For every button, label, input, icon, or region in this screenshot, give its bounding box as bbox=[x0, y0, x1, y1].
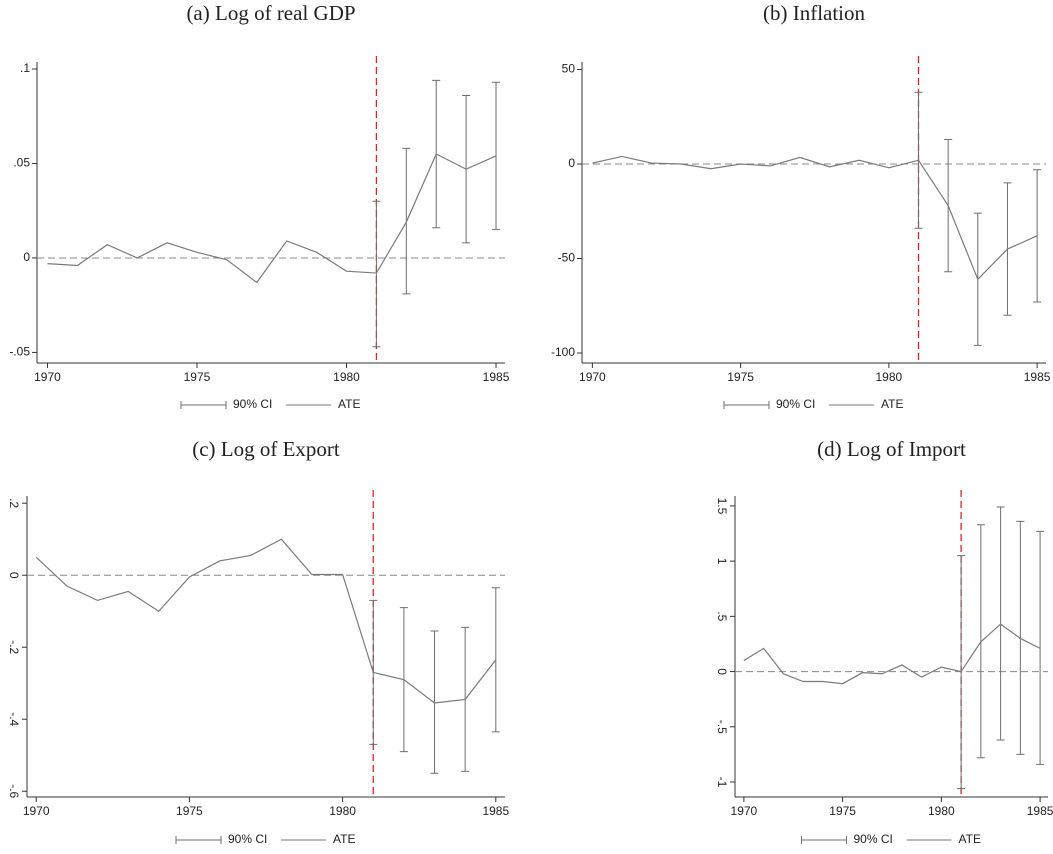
legend-symbol bbox=[723, 401, 770, 409]
x-tick-label: 1975 bbox=[176, 804, 203, 818]
panel-title: (b) Inflation bbox=[763, 1, 866, 25]
y-tick-label: -.2 bbox=[7, 640, 21, 654]
legend-label: 90% CI bbox=[854, 832, 893, 846]
y-tick-label: 0 bbox=[7, 572, 21, 579]
y-tick-label: .1 bbox=[20, 61, 30, 75]
x-tick-label: 1980 bbox=[928, 804, 955, 818]
ate-line bbox=[743, 623, 1041, 685]
panel-title: (d) Log of Import bbox=[817, 437, 966, 461]
y-tick-label: -.5 bbox=[715, 720, 729, 734]
error-bar bbox=[1033, 169, 1042, 303]
y-tick-label: .05 bbox=[13, 156, 30, 170]
y-tick-label: 0 bbox=[23, 250, 30, 264]
x-tick-label: 1975 bbox=[727, 370, 754, 384]
legend-label: ATE bbox=[881, 397, 903, 411]
x-tick-label: 1985 bbox=[1027, 804, 1053, 818]
legend-label: ATE bbox=[333, 832, 355, 846]
x-tick-label: 1985 bbox=[483, 370, 510, 384]
legend-symbol bbox=[175, 836, 222, 844]
legend-label: 90% CI bbox=[776, 397, 815, 411]
y-tick-label: 1 bbox=[715, 558, 729, 565]
legend-label: ATE bbox=[959, 832, 981, 846]
x-tick-label: 1985 bbox=[1024, 370, 1051, 384]
error-bar bbox=[372, 200, 381, 348]
legend-label: ATE bbox=[338, 397, 360, 411]
error-bar bbox=[492, 81, 501, 231]
x-tick-label: 1980 bbox=[329, 804, 356, 818]
x-tick-label: 1980 bbox=[333, 370, 360, 384]
error-bar bbox=[491, 587, 500, 733]
y-tick-label: 50 bbox=[562, 62, 576, 76]
ate-line bbox=[47, 153, 497, 284]
x-tick-label: 1980 bbox=[876, 370, 903, 384]
x-tick-label: 1985 bbox=[482, 804, 509, 818]
y-tick-label: .2 bbox=[7, 498, 21, 508]
ate-line bbox=[35, 538, 497, 704]
y-tick-label: 0 bbox=[715, 668, 729, 675]
x-tick-label: 1970 bbox=[731, 804, 758, 818]
panel-title: (c) Log of Export bbox=[192, 437, 340, 461]
legend-symbol bbox=[180, 401, 227, 409]
y-tick-label: 1.5 bbox=[715, 498, 729, 515]
legend-symbol bbox=[801, 836, 847, 844]
legend-label: 90% CI bbox=[233, 397, 272, 411]
panel-title: (a) Log of real GDP bbox=[186, 1, 355, 25]
x-tick-label: 1970 bbox=[579, 370, 606, 384]
x-tick-label: 1970 bbox=[23, 804, 50, 818]
legend-label: 90% CI bbox=[228, 832, 267, 846]
x-tick-label: 1970 bbox=[34, 370, 61, 384]
error-bar bbox=[430, 630, 439, 774]
y-tick-label: -.6 bbox=[7, 784, 21, 798]
x-tick-label: 1975 bbox=[829, 804, 856, 818]
x-tick-label: 1975 bbox=[184, 370, 211, 384]
y-tick-label: -50 bbox=[558, 251, 576, 265]
y-tick-label: 0 bbox=[568, 156, 575, 170]
y-tick-label: .5 bbox=[715, 611, 729, 621]
ate-line bbox=[592, 155, 1038, 281]
y-tick-label: -100 bbox=[551, 345, 575, 359]
y-tick-label: -.05 bbox=[9, 345, 30, 359]
y-tick-label: -.4 bbox=[7, 712, 21, 726]
y-tick-label: -1 bbox=[715, 777, 729, 788]
